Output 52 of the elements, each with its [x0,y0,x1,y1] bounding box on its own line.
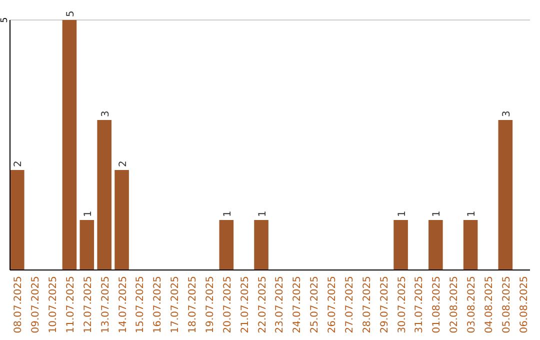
x-tick-label: 29.07.2025 [379,276,390,334]
bar [428,220,443,270]
data-label: 1 [466,210,478,217]
bar [463,220,478,270]
bar [498,120,513,270]
x-tick-label: 10.07.2025 [48,276,60,334]
x-tick-label: 12.07.2025 [82,276,94,334]
data-label: 2 [13,160,24,167]
x-tick-label: 20.07.2025 [222,276,234,334]
x-tick-label: 09.07.2025 [30,276,42,334]
x-tick-label: 01.08.2025 [432,276,443,334]
x-tick-label: 22.07.2025 [257,276,268,334]
x-tick-label: 08.07.2025 [13,276,24,334]
bar [62,20,77,270]
bar [394,220,408,270]
data-label: 1 [396,210,408,217]
x-tick-label: 17.07.2025 [170,276,182,334]
data-label: 5 [65,10,76,17]
x-tick-label: 11.07.2025 [65,276,76,334]
x-tick-label: 23.07.2025 [274,276,286,334]
data-label: 3 [100,110,112,117]
bar [114,170,129,270]
data-label: 1 [257,210,268,217]
x-tick-label: 24.07.2025 [292,276,304,334]
x-tick-label: 03.08.2025 [466,276,478,334]
data-label: 1 [222,210,234,217]
data-label: 1 [82,210,94,217]
bar [254,220,268,270]
x-tick-label: 30.07.2025 [396,276,408,334]
x-tick-label: 18.07.2025 [188,276,199,334]
data-label: 1 [432,210,443,217]
x-tick-label: 25.07.2025 [310,276,321,334]
x-tick-label: 05.08.2025 [501,276,512,334]
bar [10,170,24,270]
data-label: 3 [501,110,512,117]
x-tick-label: 16.07.2025 [152,276,164,334]
x-tick-label: 19.07.2025 [204,276,216,334]
bar [80,220,94,270]
bar [219,220,234,270]
x-tick-label: 27.07.2025 [344,276,356,334]
x-tick-label: 13.07.2025 [100,276,112,334]
x-tick-label: 06.08.2025 [518,276,530,334]
x-tick-label: 31.07.2025 [414,276,426,334]
bar [97,120,112,270]
x-tick-label: 28.07.2025 [362,276,373,334]
x-tick-label: 21.07.2025 [240,276,251,334]
x-tick-label: 15.07.2025 [135,276,146,334]
data-label: 2 [118,160,129,167]
x-tick-label: 14.07.2025 [118,276,129,334]
x-tick-label: 02.08.2025 [449,276,460,334]
x-tick-label: 04.08.2025 [484,276,495,334]
x-tick-label: 26.07.2025 [327,276,338,334]
